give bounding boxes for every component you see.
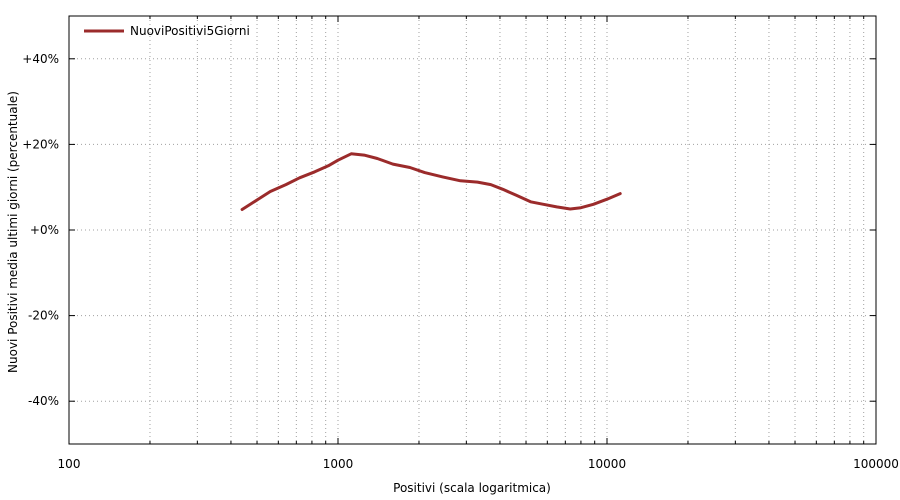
axis-ticks <box>68 16 876 444</box>
series-line <box>240 152 622 211</box>
y-tick-label: +0% <box>30 223 59 237</box>
series-layer <box>240 152 622 211</box>
x-tick-label: 100000 <box>853 457 899 471</box>
y-tick-label: +40% <box>22 52 59 66</box>
y-tick-label: -20% <box>28 309 59 323</box>
y-tick-label: -40% <box>28 394 59 408</box>
y-tick-label: +20% <box>22 137 59 151</box>
grid-lines <box>69 16 876 444</box>
plot-frame <box>68 15 877 445</box>
tick-labels: +40% +20% +0% -20% -40% 100 1000 10000 100000 <box>22 52 899 471</box>
legend-label: NuoviPositivi5Giorni <box>130 24 250 38</box>
x-tick-label: 100 <box>58 457 81 471</box>
y-axis-title: Nuovi Positivi media ultimi giorni (perc… <box>6 91 20 373</box>
x-tick-label: 1000 <box>323 457 354 471</box>
legend: NuoviPositivi5Giorni <box>84 24 250 38</box>
x-axis-title: Positivi (scala logaritmica) <box>393 481 551 495</box>
x-tick-label: 10000 <box>588 457 626 471</box>
